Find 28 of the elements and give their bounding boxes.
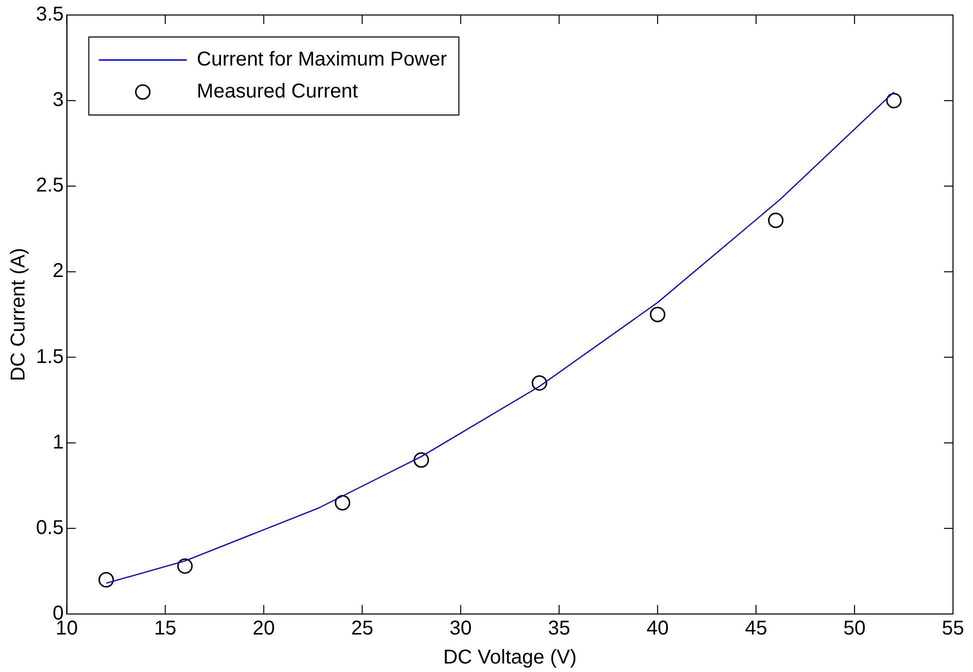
y-tick-label: 3 [52,89,64,112]
point [414,452,430,468]
y-tick-label: 3.5 [36,4,64,26]
x-axis-title: DC Voltage (V) [443,646,577,669]
point [650,306,666,322]
x-tick-label: 30 [450,618,472,640]
point [532,375,548,391]
point [98,572,114,588]
y-axis-title: DC Current (A) [8,248,30,382]
y-tick-label: 1 [52,431,64,454]
point [768,212,784,228]
y-tick-label: 2 [52,260,64,282]
point [334,495,350,511]
point [177,558,193,574]
x-tick-label: 20 [252,618,275,640]
point [886,92,902,108]
y-tick-label: 1.5 [36,346,64,368]
x-tick-label: 40 [646,618,669,640]
x-tick-label: 50 [843,618,866,640]
x-tick-label: 55 [942,618,964,640]
legend-label: Current for Maximum Power [196,48,448,71]
x-tick-label: 35 [548,618,570,640]
legend-label: Measured Current [196,80,358,103]
y-tick-label: 0.5 [36,516,64,539]
y-tick-label: 2.5 [36,174,64,197]
x-tick-label: 15 [154,618,176,640]
x-tick-label: 45 [744,618,768,640]
x-tick-label: 25 [351,618,374,640]
